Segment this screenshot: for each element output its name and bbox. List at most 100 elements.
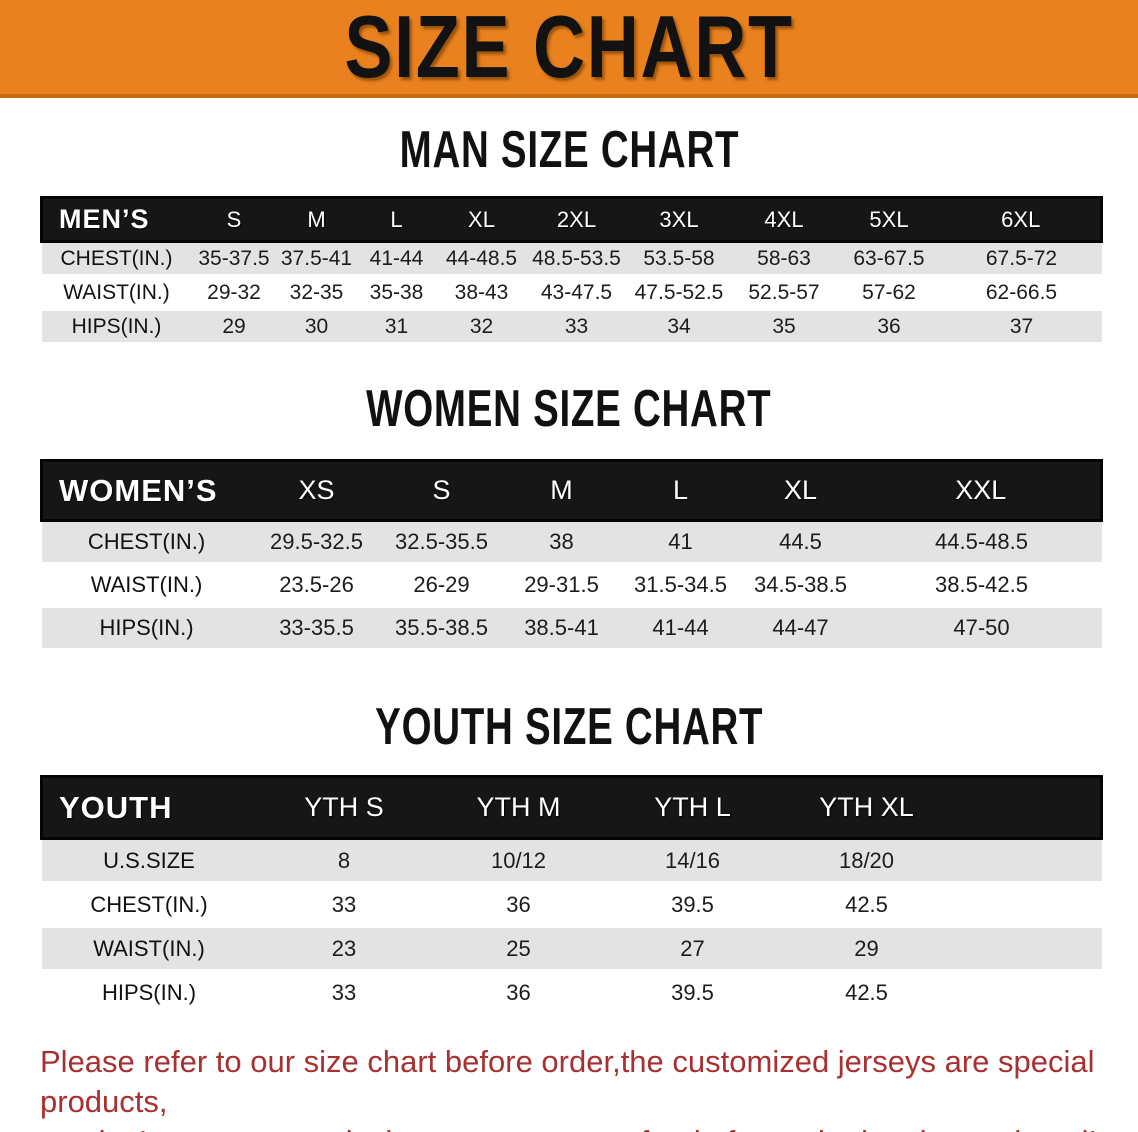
- value-cell: 10/12: [431, 838, 606, 884]
- size-col-header: 4XL: [731, 196, 837, 243]
- size-col-header: XL: [436, 196, 527, 243]
- value-cell: 47-50: [861, 606, 1102, 651]
- men-hips-row: HIPS(IN.) 29 30 31 32 33 34 35 36 37: [41, 309, 1102, 345]
- value-cell: 44-47: [739, 606, 862, 651]
- value-cell: 44.5: [739, 520, 862, 565]
- size-col-header: 5XL: [836, 196, 942, 243]
- value-cell: 36: [431, 970, 606, 1016]
- value-cell: 31.5-34.5: [621, 563, 740, 608]
- value-spacer: [953, 926, 1102, 972]
- disclaimer-line-1: Please refer to our size chart before or…: [40, 1044, 1095, 1119]
- size-col-header: XL: [739, 459, 862, 522]
- value-cell: 29: [191, 309, 277, 345]
- value-cell: 14/16: [605, 838, 780, 884]
- value-cell: 27: [605, 926, 780, 972]
- value-cell: 58-63: [731, 241, 837, 277]
- youth-chest-row: CHEST(IN.) 33 36 39.5 42.5: [41, 882, 1102, 928]
- value-cell: 44.5-48.5: [861, 520, 1102, 565]
- value-cell: 62-66.5: [941, 275, 1102, 311]
- value-cell: 35-37.5: [191, 241, 277, 277]
- value-cell: 23: [256, 926, 432, 972]
- value-cell: 35: [731, 309, 837, 345]
- value-cell: 25: [431, 926, 606, 972]
- value-cell: 38-43: [436, 275, 527, 311]
- measure-label: HIPS(IN.): [41, 309, 192, 345]
- size-col-header: L: [356, 196, 437, 243]
- man-heading-text: MAN SIZE CHART: [399, 121, 739, 179]
- value-spacer: [953, 882, 1102, 928]
- women-heading-text: WOMEN SIZE CHART: [366, 380, 772, 438]
- measure-label: WAIST(IN.): [41, 563, 252, 608]
- value-cell: 33: [256, 970, 432, 1016]
- value-cell: 42.5: [779, 970, 954, 1016]
- men-size-table: MEN’S S M L XL 2XL 3XL 4XL 5XL 6XL CHEST…: [40, 196, 1103, 345]
- size-col-header: YTH M: [431, 775, 606, 840]
- value-cell: 31: [356, 309, 437, 345]
- women-hips-row: HIPS(IN.) 33-35.5 35.5-38.5 38.5-41 41-4…: [41, 606, 1102, 651]
- value-cell: 41: [621, 520, 740, 565]
- value-cell: 34: [626, 309, 732, 345]
- men-waist-row: WAIST(IN.) 29-32 32-35 35-38 38-43 43-47…: [41, 275, 1102, 311]
- size-col-header: S: [191, 196, 277, 243]
- women-header-row: WOMEN’S XS S M L XL XXL: [40, 459, 1103, 522]
- women-corner-label: WOMEN’S: [40, 459, 252, 522]
- youth-size-table: YOUTH YTH S YTH M YTH L YTH XL U.S.SIZE …: [40, 775, 1103, 1016]
- measure-label: HIPS(IN.): [41, 606, 252, 651]
- value-cell: 39.5: [605, 882, 780, 928]
- women-waist-row: WAIST(IN.) 23.5-26 26-29 29-31.5 31.5-34…: [41, 563, 1102, 608]
- value-spacer: [953, 970, 1102, 1016]
- men-chest-row: CHEST(IN.) 35-37.5 37.5-41 41-44 44-48.5…: [41, 241, 1102, 277]
- youth-corner-label: YOUTH: [40, 775, 257, 840]
- value-spacer: [953, 838, 1102, 884]
- value-cell: 32: [436, 309, 527, 345]
- measure-label: WAIST(IN.): [41, 275, 192, 311]
- size-col-header: 3XL: [626, 196, 732, 243]
- value-cell: 33-35.5: [251, 606, 382, 651]
- value-cell: 35.5-38.5: [381, 606, 502, 651]
- header-spacer: [953, 775, 1103, 840]
- value-cell: 38.5-41: [501, 606, 622, 651]
- value-cell: 39.5: [605, 970, 780, 1016]
- value-cell: 29-32: [191, 275, 277, 311]
- youth-ussize-row: U.S.SIZE 8 10/12 14/16 18/20: [41, 838, 1102, 884]
- size-col-header: YTH L: [605, 775, 780, 840]
- size-col-header: XS: [251, 459, 382, 522]
- measure-label: U.S.SIZE: [41, 838, 257, 884]
- youth-heading-text: YOUTH SIZE CHART: [374, 698, 764, 756]
- youth-header-row: YOUTH YTH S YTH M YTH L YTH XL: [40, 775, 1103, 840]
- value-cell: 36: [836, 309, 942, 345]
- youth-hips-row: HIPS(IN.) 33 36 39.5 42.5: [41, 970, 1102, 1016]
- size-col-header: M: [276, 196, 357, 243]
- value-cell: 37: [941, 309, 1102, 345]
- women-chest-row: CHEST(IN.) 29.5-32.5 32.5-35.5 38 41 44.…: [41, 520, 1102, 565]
- disclaimer-text: Please refer to our size chart before or…: [40, 1042, 1138, 1132]
- disclaimer-line-2: we don't accept cancel, change, teturn o…: [40, 1122, 1138, 1132]
- banner-title: SIZE CHART: [344, 0, 794, 96]
- value-cell: 29-31.5: [501, 563, 622, 608]
- size-col-header: S: [381, 459, 502, 522]
- value-cell: 18/20: [779, 838, 954, 884]
- men-corner-label: MEN’S: [40, 196, 192, 243]
- size-col-header: XXL: [861, 459, 1103, 522]
- value-cell: 23.5-26: [251, 563, 382, 608]
- size-col-header: 2XL: [526, 196, 627, 243]
- value-cell: 38: [501, 520, 622, 565]
- value-cell: 63-67.5: [836, 241, 942, 277]
- value-cell: 41-44: [621, 606, 740, 651]
- size-chart-banner: SIZE CHART: [0, 0, 1138, 98]
- value-cell: 53.5-58: [626, 241, 732, 277]
- youth-section-heading: YOUTH SIZE CHART: [0, 698, 1138, 756]
- measure-label: CHEST(IN.): [41, 241, 192, 277]
- women-section-heading: WOMEN SIZE CHART: [0, 380, 1138, 438]
- size-col-header: L: [621, 459, 740, 522]
- youth-waist-row: WAIST(IN.) 23 25 27 29: [41, 926, 1102, 972]
- men-header-row: MEN’S S M L XL 2XL 3XL 4XL 5XL 6XL: [40, 196, 1103, 243]
- value-cell: 29.5-32.5: [251, 520, 382, 565]
- value-cell: 42.5: [779, 882, 954, 928]
- man-section-heading: MAN SIZE CHART: [0, 121, 1138, 179]
- value-cell: 43-47.5: [526, 275, 627, 311]
- value-cell: 67.5-72: [941, 241, 1102, 277]
- size-col-header: 6XL: [941, 196, 1103, 243]
- value-cell: 52.5-57: [731, 275, 837, 311]
- value-cell: 57-62: [836, 275, 942, 311]
